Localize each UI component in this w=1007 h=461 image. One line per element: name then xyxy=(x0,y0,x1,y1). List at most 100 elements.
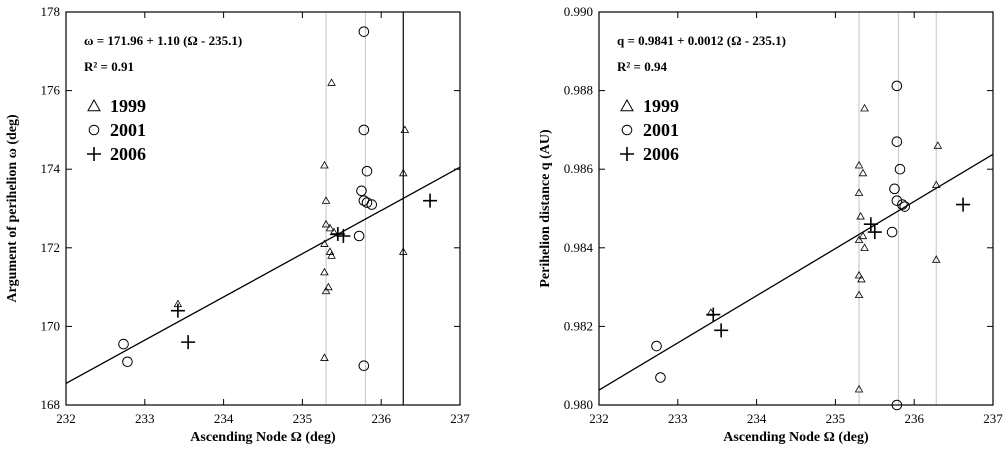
legend-marker-1999 xyxy=(87,98,101,112)
x-tick-label: 234 xyxy=(747,411,767,426)
r-squared: R² = 0.91 xyxy=(84,59,134,74)
data-point-1999-7 xyxy=(856,211,865,220)
chart-panel-1: 232 233 234 235 236 237 168 170 172 174 176 178 Asce… xyxy=(5,4,470,445)
data-point-2001-11 xyxy=(358,360,370,372)
data-point-1999-9 xyxy=(860,243,869,251)
x-tick-label: 237 xyxy=(450,411,470,426)
x-axis-label: Ascending Node Ω (deg) xyxy=(190,430,336,445)
data-point-1999-3 xyxy=(854,290,864,299)
x-tick-label: 234 xyxy=(214,411,234,426)
y-tick-label: 0.982 xyxy=(564,318,593,333)
y-tick-label: 0.986 xyxy=(564,161,594,176)
data-point-2006-3 xyxy=(330,227,345,242)
data-point-1999-15 xyxy=(931,180,941,189)
legend-marker-2001 xyxy=(621,124,633,136)
data-point-1999-17 xyxy=(400,125,410,134)
data-point-2006-5 xyxy=(423,193,438,208)
data-point-1999-15 xyxy=(398,247,408,255)
data-point-1999-8 xyxy=(320,160,329,169)
data-point-2001-7 xyxy=(897,199,908,210)
data-point-2001-2 xyxy=(655,372,666,383)
legend-marker-1999 xyxy=(620,98,634,112)
fit-line xyxy=(65,166,461,384)
y-tick-label: 170 xyxy=(41,318,61,333)
data-point-2006-3 xyxy=(863,217,878,232)
data-point-2001-10 xyxy=(358,26,370,37)
data-point-1999-11 xyxy=(854,160,864,169)
x-tick-label: 232 xyxy=(56,411,76,426)
data-point-2001-3 xyxy=(353,230,365,242)
data-point-2006-4 xyxy=(867,225,882,240)
data-point-2001-7 xyxy=(361,197,373,208)
data-point-2006-2 xyxy=(181,335,196,350)
data-point-2001-3 xyxy=(886,226,898,238)
y-tick-label: 0.988 xyxy=(564,83,593,98)
legend-label-2001: 2001 xyxy=(643,120,679,140)
chart-panel-2: 232 233 234 235 236 237 0.980 0.982 0.984 0.986 0.… xyxy=(538,4,1003,445)
legend-label-1999: 1999 xyxy=(110,96,146,116)
data-point-1999-2 xyxy=(320,353,329,361)
data-point-2001-2 xyxy=(122,356,133,368)
x-tick-label: 235 xyxy=(826,411,846,426)
y-tick-label: 0.984 xyxy=(564,240,594,255)
y-tick-label: 0.980 xyxy=(564,397,593,412)
x-axis-label: Ascending Node Ω (deg) xyxy=(723,430,869,445)
data-point-1999-12 xyxy=(327,251,336,259)
data-point-1999-7 xyxy=(321,196,331,204)
fit-equation: ω = 171.96 + 1.10 (Ω - 235.1) xyxy=(84,33,242,48)
fit-line xyxy=(598,153,994,391)
data-point-2001-4 xyxy=(889,183,900,195)
y-tick-label: 176 xyxy=(41,83,61,98)
data-point-2001-9 xyxy=(358,124,370,136)
data-point-1999-12 xyxy=(858,168,868,177)
data-point-1999-5 xyxy=(324,282,333,291)
legend-label-2001: 2001 xyxy=(110,120,146,140)
data-point-1999-9 xyxy=(327,78,336,86)
data-point-2001-5 xyxy=(891,195,903,206)
legend: 1999 2001 2006 xyxy=(87,96,146,164)
y-tick-label: 174 xyxy=(41,161,61,176)
legend: 1999 2001 2006 xyxy=(620,96,679,164)
y-tick-label: 178 xyxy=(41,4,61,19)
y-tick-label: 172 xyxy=(41,240,61,255)
y-axis-label: Argument of perihelion ω (deg) xyxy=(5,114,20,303)
data-point-2006-4 xyxy=(336,229,351,244)
data-point-2001-1 xyxy=(651,340,662,352)
legend-label-1999: 1999 xyxy=(643,96,679,116)
data-point-2001-8 xyxy=(366,199,378,210)
data-point-1999-2 xyxy=(854,384,864,393)
plot-frame xyxy=(598,11,994,406)
x-tick-label: 232 xyxy=(589,411,609,426)
legend-marker-2006 xyxy=(620,147,634,161)
x-tick-label: 237 xyxy=(983,411,1003,426)
legend-label-2006: 2006 xyxy=(110,144,146,164)
x-tick-label: 235 xyxy=(293,411,313,426)
x-tick-label: 233 xyxy=(135,411,155,426)
x-tick-label: 236 xyxy=(904,411,924,426)
data-point-1999-4 xyxy=(857,274,866,283)
plot-frame xyxy=(65,11,461,406)
x-tick-label: 236 xyxy=(371,411,391,426)
data-point-2001-10 xyxy=(891,80,903,92)
data-point-1999-13 xyxy=(860,103,869,112)
data-point-1999-6 xyxy=(854,235,864,244)
data-point-2001-6 xyxy=(894,163,906,175)
data-point-2001-8 xyxy=(899,201,911,212)
data-point-1999-16 xyxy=(398,168,408,177)
data-point-1999-6 xyxy=(321,219,331,228)
data-point-2006-1 xyxy=(170,303,185,318)
data-point-1999-8 xyxy=(858,231,868,240)
data-point-1999-14 xyxy=(320,239,329,247)
r-squared: R² = 0.94 xyxy=(617,59,667,74)
data-point-1999-3 xyxy=(320,267,329,276)
data-point-1999-14 xyxy=(931,255,941,263)
data-point-1999-10 xyxy=(854,188,864,196)
data-point-2001-6 xyxy=(361,165,373,177)
legend-marker-2006 xyxy=(87,147,101,161)
x-tick-label: 233 xyxy=(668,411,688,426)
data-point-2001-4 xyxy=(356,185,367,197)
data-point-1999-16 xyxy=(933,141,943,149)
data-point-2001-9 xyxy=(891,136,903,147)
data-point-2006-1 xyxy=(706,307,721,322)
